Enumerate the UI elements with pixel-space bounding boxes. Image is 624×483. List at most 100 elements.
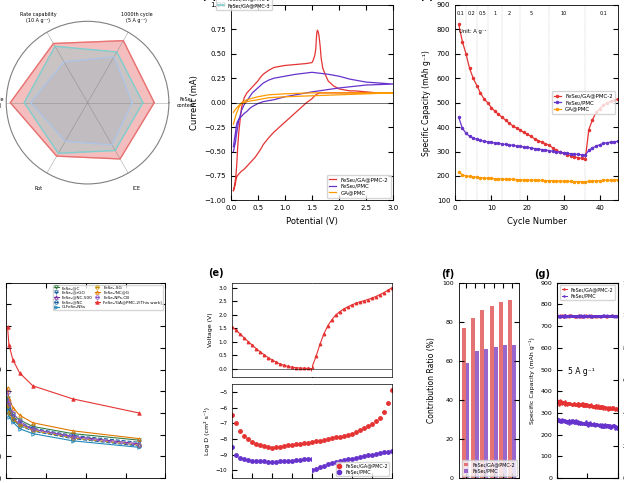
FeSe₂/PMC [614, 138, 622, 144]
FeSe₂/PMC [285, 458, 292, 464]
Bar [503, 345, 507, 478]
Line: O-FeSe₂NSs: O-FeSe₂NSs [6, 407, 140, 449]
FeSe₂/GA@PMC-2 [288, 442, 296, 448]
Line: FeSe₂/PMC: FeSe₂/PMC [557, 417, 618, 430]
GA@PMC [477, 175, 484, 181]
Line: FeSe₂@NC-500: FeSe₂@NC-500 [6, 401, 140, 446]
Line: GA@PMC: GA@PMC [457, 171, 619, 183]
FeSe₂/GA@PMC-2 [586, 402, 593, 408]
FeSe₂@rGO [135, 440, 143, 445]
Line: FeSe₂/GA@PMC-2: FeSe₂/GA@PMC-2 [233, 30, 393, 191]
GA@PMC [596, 178, 603, 184]
FeSe₂/PMC [604, 422, 612, 428]
FeSe₂/PMC [560, 150, 567, 156]
X-axis label: Cycle Number: Cycle Number [507, 217, 567, 226]
GA@PMC [585, 178, 593, 184]
GA@PMC [230, 110, 237, 115]
FeSe₂@C [16, 417, 23, 423]
FeSe₂/PMC [587, 421, 594, 427]
Bar [471, 318, 475, 478]
GA@PMC [499, 176, 506, 182]
FeSe₂/PMC [599, 425, 607, 430]
FeSe₂/GA@PMC-2 [473, 83, 480, 88]
GA@PMC [243, 97, 251, 102]
FeSe₂/GA@PMC-2 [280, 443, 288, 449]
Y-axis label: Current (mA): Current (mA) [190, 75, 198, 130]
FeSe₂/PMC [231, 136, 238, 142]
FeSe₂/PMC [527, 145, 535, 151]
Text: 5: 5 [529, 12, 532, 16]
FeSe₂@NC [29, 428, 37, 434]
FeSe₂/GA@PMC-2 [265, 444, 272, 450]
O-FeSe₂NSs [5, 414, 12, 420]
GA@PMC [484, 175, 491, 181]
FeSe₂/PMC [241, 456, 248, 462]
FeSe₂@C [5, 402, 12, 408]
FeSe₂/GA@PMC-2 [477, 90, 484, 96]
FeSe₂/PMC [389, 81, 397, 87]
FeSe₂/PMC [499, 141, 506, 147]
FeSe₂/PMC [230, 149, 237, 155]
GA@PMC [582, 179, 589, 185]
FeSe₂@rGO [9, 413, 17, 419]
FeSe₂/PMC [466, 133, 474, 139]
Line: FeSe₂/PMC: FeSe₂/PMC [231, 445, 314, 464]
Legend: FeSe₂/GA@PMC-2, FeSe₂/PMC, GA@PMC: FeSe₂/GA@PMC-2, FeSe₂/PMC, GA@PMC [552, 91, 615, 114]
FeSe₂/GA@PMC-2 [542, 141, 549, 147]
FeSe₂/NC@G [135, 436, 143, 441]
O-FeSe₂NSs [16, 426, 23, 431]
GA@PMC [505, 176, 513, 182]
GA@PMC [509, 176, 517, 182]
Line: FeSe₂/GA@PMC-2: FeSe₂/GA@PMC-2 [557, 399, 618, 411]
FeSe₂/PMC [232, 139, 240, 144]
O-FeSe₂NSs [135, 444, 143, 450]
O-FeSe₂NSs [69, 438, 76, 444]
FeSe₂/PMC [276, 458, 284, 464]
FeSe₂/GA@PMC-2 [545, 142, 553, 148]
Legend: FeSe₂@C, FeSe₂@rGO, FeSe₂@NC-500, FeSe₂@NC, O-FeSe₂NSs, FeSe₂-SG, FeSe₂/NC@G, Fe: FeSe₂@C, FeSe₂@rGO, FeSe₂@NC-500, FeSe₂@… [52, 284, 163, 311]
FeSe₂/PMC [308, 70, 316, 75]
FeSe₂/PMC [477, 137, 484, 143]
FeSe₂/GA@PMC-2 [233, 163, 240, 169]
FeSe₂/PMC [281, 73, 289, 79]
FeSe₂@C [9, 411, 17, 417]
FeSe₂@NC-500 [9, 415, 17, 421]
FeSe₂/PMC [238, 108, 245, 114]
GA@PMC [491, 176, 499, 182]
FeSe₂/PMC [613, 426, 620, 432]
FeSe₂/PMC [462, 130, 470, 136]
FeSe₂/GA@PMC-2 [592, 110, 600, 115]
FeSe₂-SG [16, 422, 23, 428]
GA@PMC [560, 178, 567, 184]
GA@PMC [281, 91, 289, 97]
FeSe₂/PMC [495, 141, 502, 146]
FeSe₂/PMC [553, 417, 561, 423]
Line: FeSe₂/NC@G: FeSe₂/NC@G [6, 386, 140, 440]
FeSe₂/GA@PMC-2 [513, 125, 520, 131]
FeSe₂/GA@PMC-2 [614, 96, 622, 102]
FeSe₂/GA@PMC-2 [611, 407, 618, 413]
Text: (g): (g) [534, 269, 550, 279]
Text: (f): (f) [442, 269, 455, 279]
FeSe₂/GA@PMC-2 [455, 21, 462, 27]
FeSe₂/PMC [281, 94, 289, 99]
Bar [484, 349, 488, 478]
FeSe₂/GA@PMC-2 [228, 412, 236, 418]
GA@PMC [495, 176, 502, 182]
FeSe₂/GA@PMC-2 [560, 151, 567, 156]
FeSe₂@NC-500 [4, 400, 11, 406]
FeSe₂/PMC [484, 139, 491, 144]
Line: FeSe₂/GA@PMC-2: FeSe₂/GA@PMC-2 [457, 23, 619, 160]
Text: Unit: A g⁻¹: Unit: A g⁻¹ [459, 29, 486, 34]
FeSe₂-SG [4, 402, 11, 408]
Text: 1: 1 [494, 12, 497, 16]
Y-axis label: Contribution Ratio (%): Contribution Ratio (%) [427, 338, 436, 423]
FeSe₂/PMC [280, 458, 288, 464]
GA@PMC [480, 175, 488, 181]
FeSe₂@rGO [29, 426, 37, 431]
FeSe₂/GA@PMC-2 [531, 136, 539, 142]
Legend: FeSe₂/GA@PMC-2, FeSe₂/PMC: FeSe₂/GA@PMC-2, FeSe₂/PMC [560, 285, 615, 300]
FeSe₂/GA@PMC-2(This work) [69, 396, 76, 402]
Text: 0.5: 0.5 [479, 12, 486, 16]
FeSe₂/GA@PMC-2 [587, 403, 594, 409]
